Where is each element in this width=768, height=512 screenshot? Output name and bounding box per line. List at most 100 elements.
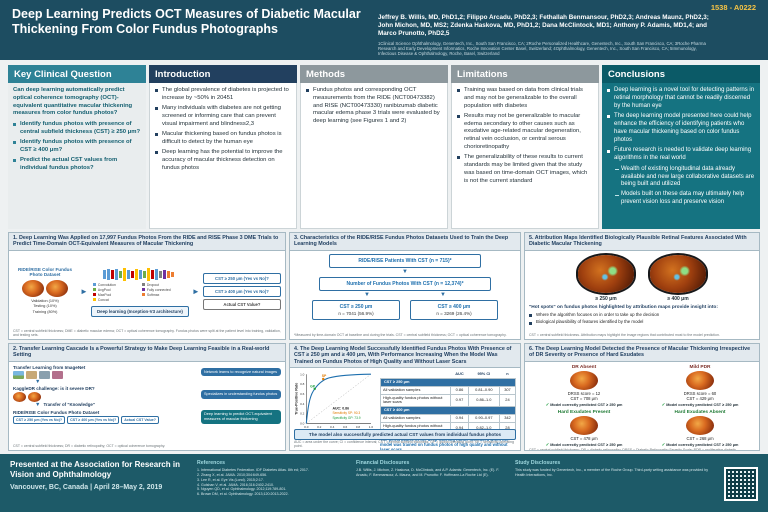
figure-3-panel: 3. Characteristics of the RIDE/RISE Fund… [289, 232, 521, 340]
section-limitations: Limitations Training was based on data f… [451, 65, 599, 229]
stage-title: Transfer Learning from ImageNet [13, 364, 86, 370]
figure-footnote: *Measured by time-domain OCT at baseline… [294, 332, 507, 337]
financial-text: J.B. Willis, J. Michon, Z. Haskova, D. M… [356, 468, 500, 477]
column-header: 95% CI [477, 371, 491, 377]
figure-footnote: AUC = area under the curve; CI = confide… [294, 439, 514, 448]
image-label: ≥ 400 μm [667, 295, 689, 302]
prediction-verdict: Model correctly predicted CST ≥ 250 μm [666, 403, 739, 408]
transfer-stage-imagenet: Transfer Learning from ImageNet Network … [13, 365, 281, 379]
deep-learning-model-box: Deep learning (Inception-V3 architecture… [90, 305, 189, 317]
figure-footnote: CST = central subfield thickness; DR = d… [529, 447, 737, 451]
attribution-example: ≥ 250 μm [578, 254, 634, 302]
bullet-item: Results may not be generalizable to macu… [457, 113, 593, 152]
model-outputs: CST ≥ 250 μm (Yes vs No)? CST ≥ 400 μm (… [13, 415, 197, 424]
bullet-item: Biological plausibility of features iden… [529, 319, 755, 325]
prediction-verdict: Model correctly predicted CST ≥ 250 μm [550, 403, 623, 408]
attribution-example: ≥ 400 μm [650, 254, 706, 302]
bullet-item: Predict the actual CST values from indiv… [13, 157, 141, 173]
section-heading: Conclusions [602, 65, 760, 83]
dataset-label: RIDE/RISE Color Fundus Photo Dataset [17, 266, 73, 278]
study-text: This study was funded by Genentech, Inc.… [515, 468, 709, 477]
author-block: Jeffrey B. Willis, MD, PhD1,2; Filippo A… [378, 7, 756, 56]
stage-title: RIDE/RISE Color Fundus Photo Dataset [13, 409, 100, 415]
example-header: Hard Exudates Present [557, 410, 611, 416]
study-heading: Study Disclosures [515, 460, 561, 466]
specificity-value: Specificity GP: 73.9 [332, 416, 360, 420]
natural-image-thumb [26, 370, 37, 379]
hot-spots-lead: "Hot spots" on fundus photos highlighted… [529, 304, 718, 310]
section-body: The global prevalence of diabetes is pro… [149, 83, 297, 229]
y-tick: 0.4 [300, 402, 305, 406]
section-body: Training was based on data from clinical… [451, 83, 599, 229]
group-header: CST ≥ 250 μm [380, 377, 516, 388]
reference-item: 6. Brown DM, et al. Ophthalmology. 2013;… [197, 492, 289, 497]
gp-label: GP [310, 385, 316, 389]
bullet-item: Deep learning has the potential to impro… [155, 149, 291, 172]
fundus-photo [570, 416, 598, 436]
arrow-down-icon: ▼ Transfer of "Knowledge" [35, 402, 95, 409]
legend-label: AvgPool [97, 288, 111, 293]
study-disclosures-column: Study Disclosures This study was funded … [515, 460, 715, 507]
dataset-block: RIDE/RISE Color Fundus Photo Dataset Val… [13, 267, 77, 316]
output-box: CST ≥ 400 μm (Yes vs No)? [202, 285, 281, 297]
poster-footer: Presented at the Association for Researc… [0, 454, 768, 512]
table-row: High-quality fundus photos without laser… [379, 393, 517, 407]
image-label: ≥ 250 μm [595, 295, 617, 302]
figure-6-body: DR Absent DRSS score = 12 CST = 708 μm ✓… [525, 362, 759, 450]
presented-line: Presented at the Association for Researc… [10, 460, 180, 480]
column-header: AUC [455, 371, 464, 377]
summary-sections: Key Clinical Question Can deep learning … [0, 60, 768, 232]
figure-6-title: 6. The Deep Learning Model Detected the … [525, 344, 759, 362]
column-header: n [506, 371, 509, 377]
attribution-map-image [650, 254, 706, 293]
cst-count: n = 7041 (56.9%) [338, 310, 374, 316]
section-introduction: Introduction The global prevalence of di… [149, 65, 297, 229]
transfer-stage-kaggledr: KaggleDR challenge: is it severe DR? Spe… [13, 386, 281, 403]
check-icon: ✓ [545, 442, 550, 448]
bullet-item: The global prevalence of diabetes is pro… [155, 87, 291, 103]
y-tick: 0.6 [300, 392, 305, 396]
section-heading: Limitations [451, 65, 599, 83]
bullet-item: Future research is needed to validate de… [607, 147, 755, 163]
example-header: Mild PDR [689, 364, 711, 370]
roc-plot: GP SP 0.0 0.2 0.4 0.6 0.8 1.0 0.0 0.2 0.… [294, 371, 376, 435]
natural-image-thumb [39, 370, 50, 379]
y-tick: 0.8 [300, 383, 305, 387]
check-icon: ✓ [661, 402, 666, 408]
patients-box: RIDE/RISE Patients With CST (n = 715)* [329, 253, 481, 268]
drss-score: DRSS score = 60 [683, 390, 717, 396]
poster-title: Deep Learning Predicts OCT Measures of D… [12, 7, 361, 36]
fundus-photo [46, 279, 68, 297]
bullet-item: Macular thickening based on fundus photo… [155, 131, 291, 147]
inception-architecture-graphic [102, 268, 174, 282]
output-box: Actual CST Value? [121, 415, 160, 424]
presented-at: Presented at the Association for Researc… [10, 460, 188, 507]
branch-arrows: ▼ ▼ [364, 292, 446, 298]
cst-value: CST = 429 μm [686, 396, 714, 402]
gp-point [313, 388, 316, 391]
presented-location: Vancouver, BC, Canada | April 28–May 2, … [10, 483, 163, 491]
figure-5-panel: 5. Attribution Maps Identified Biologica… [524, 232, 760, 340]
bullet-item: Training was based on data from clinical… [457, 87, 593, 110]
output-box: CST ≥ 400 μm (Yes vs No)? [67, 415, 120, 424]
figure-1-panel: 1. Deep Learning Was Applied on 17,997 F… [8, 232, 286, 340]
stage-note: Network learns to recognize natural imag… [201, 367, 281, 377]
arrow-down-icon: ▼ [35, 378, 41, 385]
photos-box: Number of Fundus Photos With CST (n = 12… [319, 276, 491, 291]
legend-label: MaxPool [97, 293, 112, 298]
figure-5-body: ≥ 250 μm ≥ 400 μm "Hot spots" on fundus … [525, 251, 759, 339]
prediction-verdict: Model correctly predicted CST ≥ 250 μm [666, 443, 739, 448]
model-outputs: CST ≥ 250 μm (Yes vs No)? CST ≥ 400 μm (… [202, 272, 281, 310]
financial-heading: Financial Disclosures [356, 460, 410, 466]
reference-item: 5. Nguyen QD, et al. Ophthalmology. 2012… [197, 487, 287, 492]
section-heading: Methods [300, 65, 448, 83]
section-heading: Introduction [149, 65, 297, 83]
arrow-down-icon: ▼ [440, 291, 446, 298]
financial-disclosures-column: Financial Disclosures J.B. Willis, J. Mi… [356, 460, 506, 507]
bullet-item: Fundus photos and corresponding OCT meas… [306, 87, 442, 126]
figure-6-panel: 6. The Deep Learning Model Detected the … [524, 343, 760, 451]
table-row: All validation samples 0.94 0.90–0.97 34… [379, 414, 517, 423]
performance-table: AUC 95% CI n CST ≥ 250 μm All validation… [379, 371, 517, 435]
bullet-item: Deep learning is a novel tool for detect… [607, 87, 755, 111]
cst-value: CST = 478 μm [570, 436, 598, 442]
